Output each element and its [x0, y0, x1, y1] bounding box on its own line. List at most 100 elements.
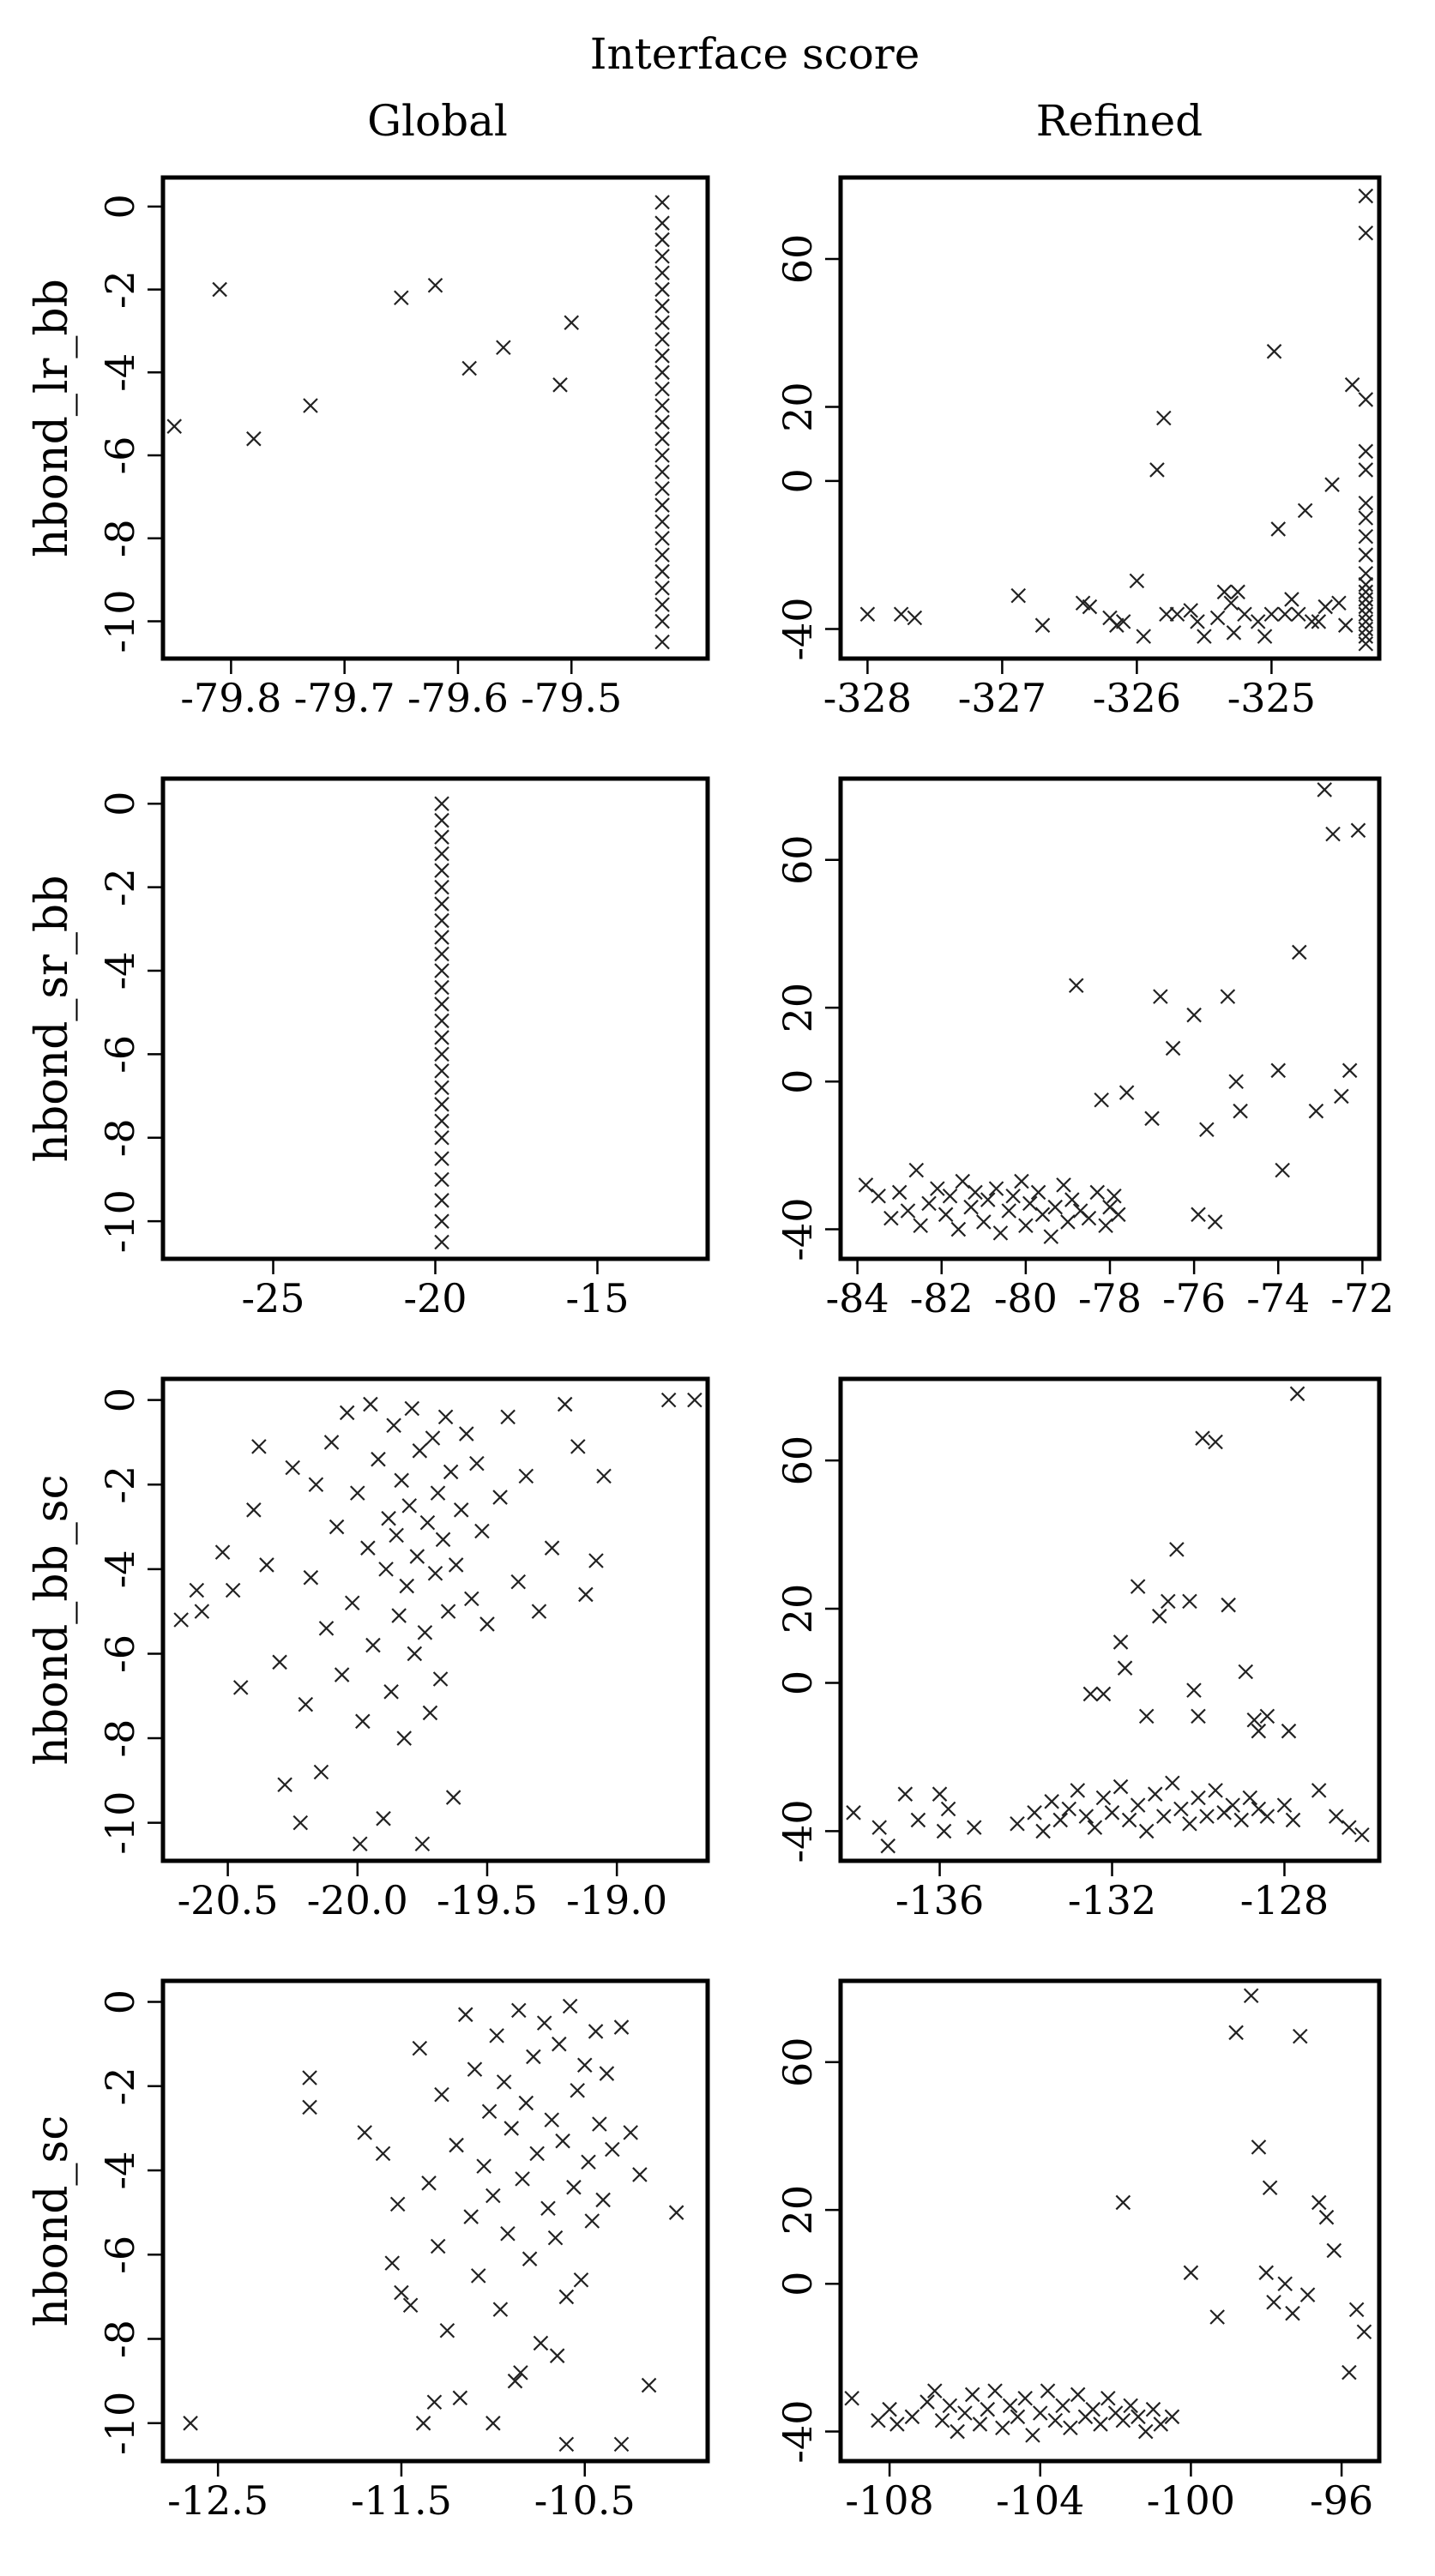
- data-point: [972, 2417, 988, 2432]
- data-point: [474, 1523, 490, 1539]
- data-point: [1358, 584, 1374, 600]
- data-point: [1230, 584, 1245, 600]
- data-point: [544, 1540, 560, 1556]
- data-point: [988, 1181, 1004, 1196]
- data-point: [1156, 1809, 1172, 1824]
- data-point: [1115, 2412, 1131, 2429]
- data-point: [1118, 1085, 1135, 1100]
- data-point: [1259, 1809, 1275, 1824]
- data-point: [1010, 1815, 1025, 1832]
- data-point: [544, 2112, 560, 2128]
- y-tick-label: -40: [775, 1197, 821, 1261]
- data-point: [434, 1213, 449, 1229]
- data-point: [654, 464, 670, 480]
- data-point: [1311, 1783, 1327, 1798]
- data-point: [1358, 621, 1374, 637]
- data-point: [540, 2200, 556, 2217]
- data-point: [654, 597, 670, 612]
- data-point: [391, 1608, 407, 1623]
- data-point: [1358, 635, 1374, 652]
- data-point: [386, 1417, 401, 1434]
- data-point: [1144, 1110, 1160, 1127]
- data-point: [426, 2394, 443, 2410]
- data-point: [434, 912, 449, 929]
- data-point: [1017, 2390, 1033, 2406]
- data-point: [212, 281, 227, 298]
- data-point: [434, 996, 449, 1012]
- data-point: [1233, 1812, 1250, 1828]
- data-point: [434, 879, 449, 895]
- data-point: [1356, 2324, 1372, 2340]
- data-point: [1311, 2194, 1327, 2211]
- data-point: [394, 1472, 409, 1489]
- data-point: [419, 1514, 436, 1531]
- data-point: [1228, 1074, 1244, 1090]
- x-tick-label: -100: [1147, 2477, 1235, 2524]
- data-point: [1284, 592, 1299, 607]
- data-point: [194, 1604, 210, 1619]
- data-point: [1195, 1430, 1210, 1446]
- data-point: [1289, 1386, 1305, 1402]
- data-point: [1358, 599, 1374, 615]
- data-point: [1044, 1794, 1059, 1809]
- data-point: [964, 2386, 980, 2403]
- data-point: [434, 1171, 449, 1188]
- data-point: [654, 634, 670, 650]
- data-point: [1358, 188, 1374, 204]
- data-point: [1191, 1207, 1206, 1223]
- data-point: [566, 2179, 582, 2195]
- data-point: [558, 2436, 575, 2453]
- data-point: [1064, 1192, 1080, 1207]
- data-point: [1208, 1434, 1223, 1450]
- data-point: [1228, 2025, 1244, 2041]
- data-point: [1197, 629, 1212, 644]
- data-point: [1358, 606, 1374, 622]
- data-point: [515, 2171, 530, 2187]
- data-point: [1047, 2412, 1064, 2429]
- data-point: [533, 2335, 549, 2351]
- data-point: [1263, 606, 1280, 622]
- data-point: [323, 1435, 340, 1450]
- data-point: [529, 2146, 545, 2162]
- data-point: [417, 1625, 433, 1640]
- data-point: [415, 2416, 431, 2431]
- data-point: [485, 2416, 501, 2431]
- x-tick-label: -79.5: [521, 675, 622, 721]
- data-point: [1183, 2265, 1199, 2281]
- data-point: [1018, 1218, 1034, 1234]
- x-tick-label: -82: [910, 1275, 974, 1321]
- y-tick-label: 60: [775, 2037, 821, 2087]
- data-point: [396, 1730, 412, 1746]
- data-point: [434, 1046, 449, 1062]
- x-tick-label: -326: [1093, 675, 1181, 721]
- data-point: [1089, 1184, 1106, 1201]
- data-point: [900, 1203, 916, 1219]
- y-tick-label: 20: [775, 983, 821, 1033]
- y-tick-label: -2: [97, 1466, 143, 1504]
- data-point: [936, 1823, 952, 1839]
- data-point: [880, 1838, 896, 1854]
- data-point: [422, 1705, 438, 1721]
- data-point: [893, 606, 909, 622]
- data-point: [1169, 606, 1185, 622]
- data-point: [1358, 225, 1374, 241]
- data-point: [1191, 1790, 1206, 1806]
- data-point: [940, 1801, 956, 1817]
- data-point: [1277, 606, 1293, 622]
- data-point: [1098, 1218, 1113, 1234]
- data-point: [434, 1063, 449, 1079]
- y-tick-label: 20: [775, 1584, 821, 1634]
- data-point: [378, 1562, 394, 1577]
- data-point: [588, 2024, 604, 2039]
- data-point: [496, 2074, 512, 2090]
- data-point: [1297, 503, 1313, 519]
- row-label: hbond_bb_sc: [27, 1474, 78, 1765]
- data-point: [957, 2405, 973, 2421]
- data-point: [407, 1646, 423, 1662]
- data-point: [1153, 2417, 1169, 2432]
- data-point: [1223, 595, 1239, 611]
- x-tick-label: -76: [1162, 1275, 1226, 1321]
- data-point: [904, 2409, 920, 2425]
- data-point: [921, 1195, 937, 1212]
- y-tick-label: 0: [775, 1670, 821, 1695]
